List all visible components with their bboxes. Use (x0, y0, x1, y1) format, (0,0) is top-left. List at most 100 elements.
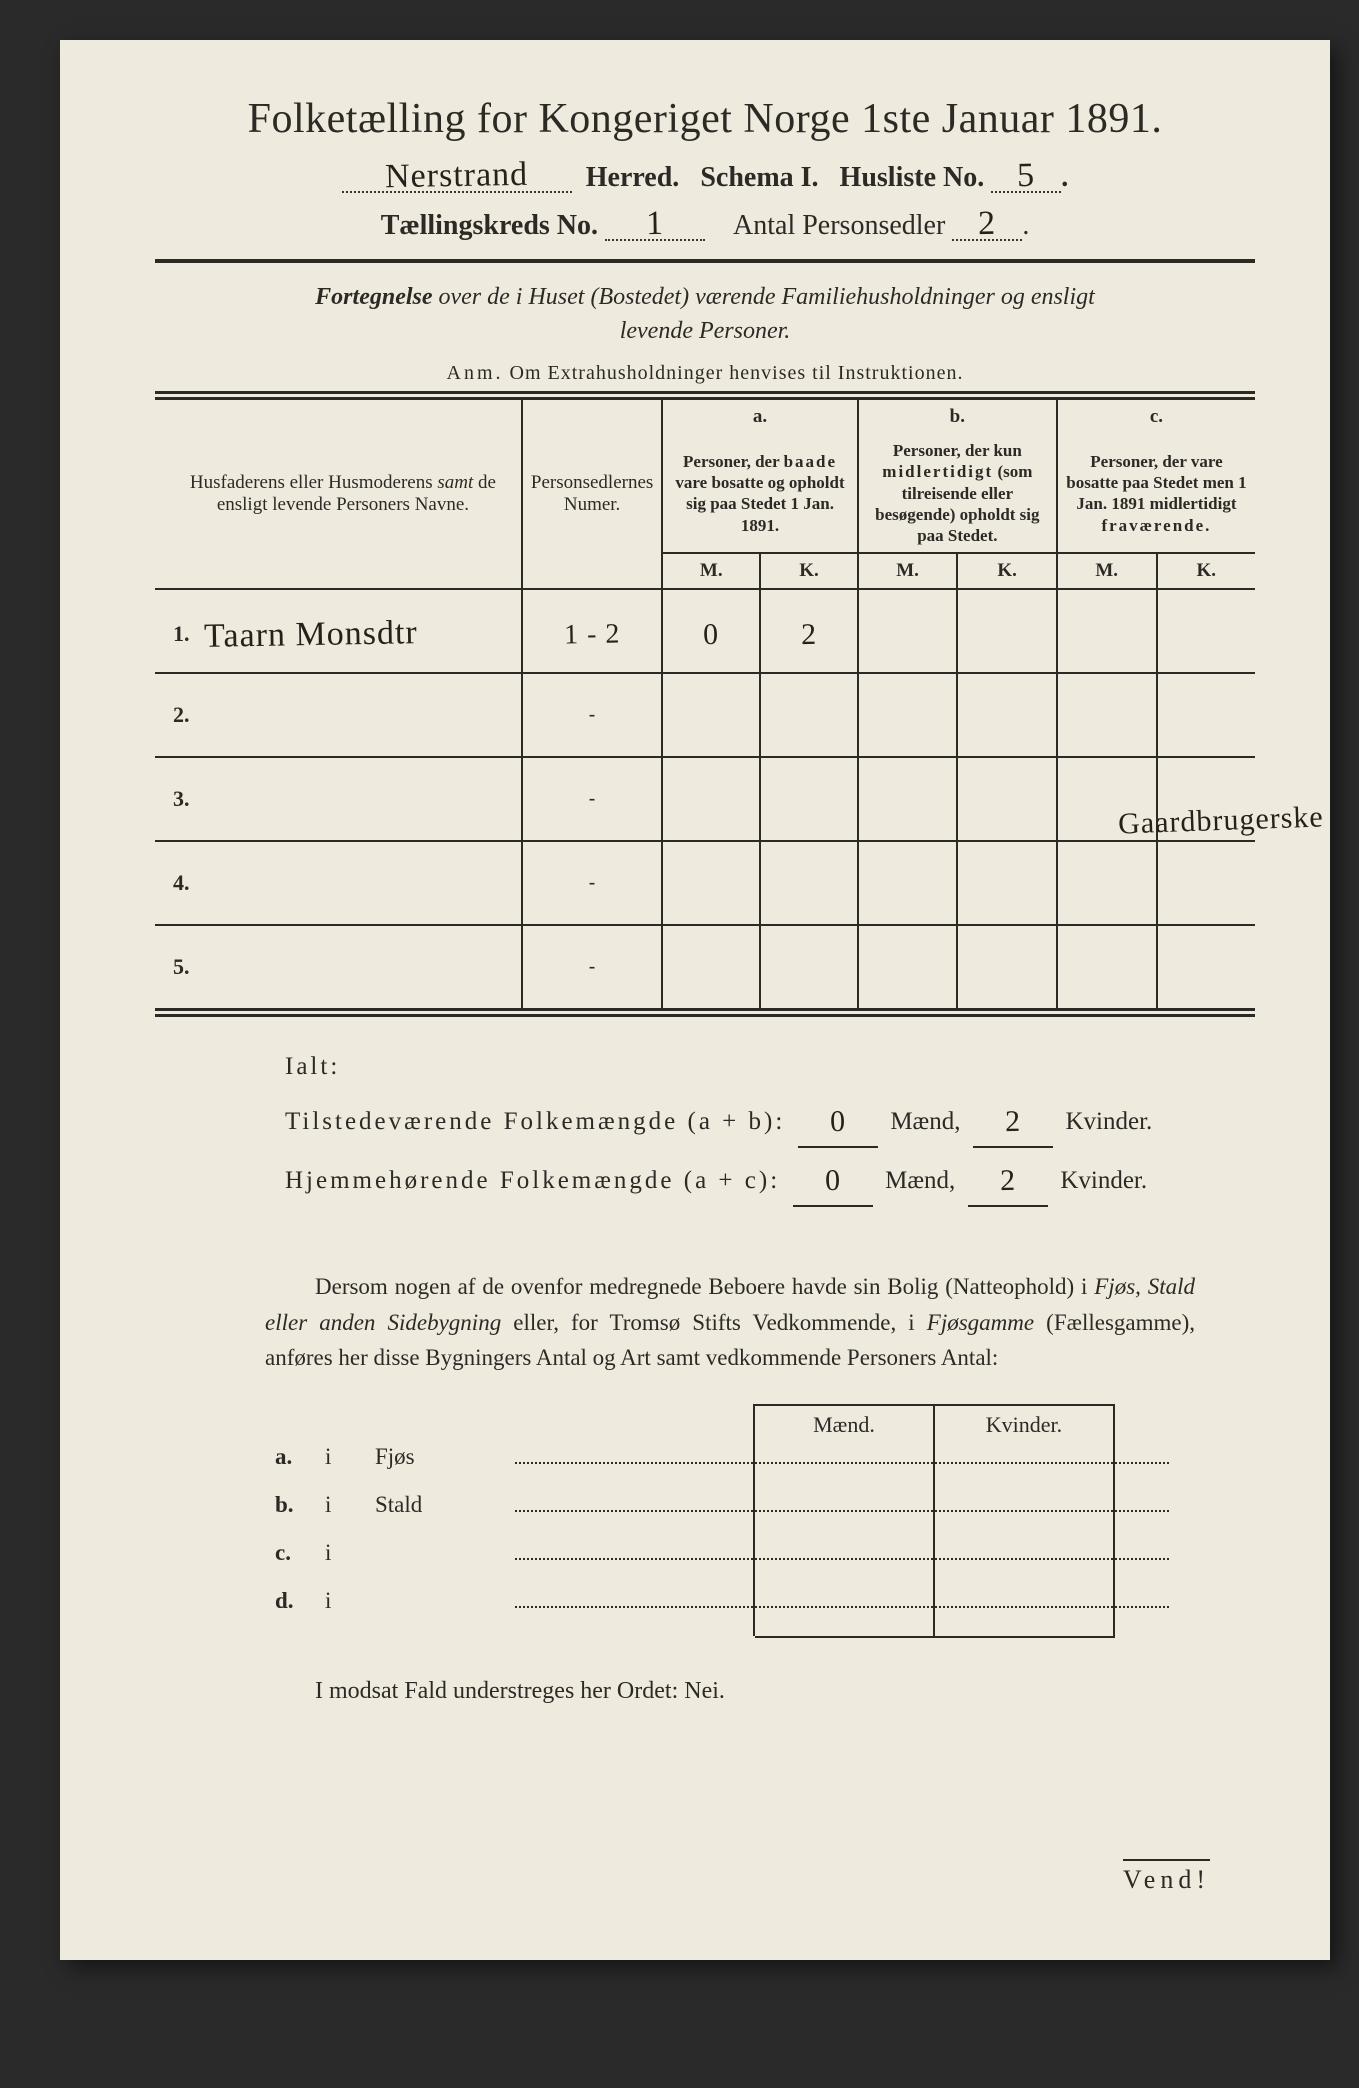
row-name-cell: 4. (155, 841, 522, 925)
marginal-note-text: Gaardbrugerske (1118, 800, 1325, 841)
row-num-cell: - (522, 841, 662, 925)
table-row: 4. - (155, 841, 1255, 925)
row-num-cell: - (522, 757, 662, 841)
row-bK (957, 925, 1056, 1008)
row-number: 1. (173, 621, 200, 646)
subhead-prefix: Fortegnelse (315, 284, 432, 310)
hjemme-k: 2 (999, 1152, 1016, 1209)
side-bottom-rule (755, 1636, 1115, 1638)
table-row: 3. - (155, 757, 1255, 841)
double-rule-top (155, 391, 1255, 400)
row-aM (662, 841, 760, 925)
maend-label-2: Mænd, (885, 1167, 955, 1194)
antal-label: Antal Personsedler (733, 210, 945, 241)
header-line-1: Nerstrand Herred. Schema I. Husliste No.… (155, 157, 1255, 197)
col-a-m: M. (662, 553, 760, 589)
schema-label: Schema I. (700, 162, 818, 193)
row-cK (1157, 841, 1255, 925)
marginal-note: Gaardbrugerske (1118, 798, 1324, 836)
kreds-value: 1 (646, 205, 665, 243)
row-num-cell: 1 - 2 (522, 589, 662, 673)
antal-value: 2 (978, 205, 997, 243)
subhead-line2: levende Personer. (620, 318, 791, 344)
row-name-cell: 1. Taarn Monsdtr (155, 589, 522, 673)
col-c-m: M. (1057, 553, 1157, 589)
totals-block: Ialt: Tilstedeværende Folkemængde (a + b… (285, 1043, 1195, 1209)
row-cM (1057, 925, 1157, 1008)
side-row-label: Stald (375, 1492, 515, 1518)
side-row-label: Fjøs (375, 1444, 515, 1470)
row-bM (858, 673, 958, 757)
row-bM (858, 841, 958, 925)
row-cK (1157, 673, 1255, 757)
row-bK (957, 841, 1056, 925)
census-form-page: Folketælling for Kongeriget Norge 1ste J… (60, 40, 1330, 1960)
para-i2: Fjøsgamme (927, 1310, 1034, 1335)
row-cM (1057, 841, 1157, 925)
row-number: 3. (173, 786, 200, 811)
kvinder-label: Kvinder. (1065, 1108, 1152, 1135)
para-t1: Dersom nogen af de ovenfor medregnede Be… (315, 1274, 1094, 1299)
row-name-cell: 3. (155, 757, 522, 841)
row-cM (1057, 589, 1157, 673)
row-aM: 0 (662, 589, 760, 673)
anm-label: Anm. (447, 362, 504, 384)
col-b-tag: b. (858, 400, 1057, 434)
row-aK (760, 757, 858, 841)
kvinder-label-2: Kvinder. (1060, 1167, 1147, 1194)
maend-label: Mænd, (890, 1108, 960, 1135)
row-bM (858, 925, 958, 1008)
anm-text: Om Extrahusholdninger henvises til Instr… (504, 362, 964, 384)
row-cK (1157, 925, 1255, 1008)
body-paragraph: Dersom nogen af de ovenfor medregnede Be… (265, 1269, 1195, 1376)
ialt-label: Ialt: (285, 1043, 1195, 1091)
row-num-cell: - (522, 673, 662, 757)
tilstede-m: 0 (829, 1093, 846, 1150)
row-cM (1057, 673, 1157, 757)
row-bK (957, 673, 1056, 757)
tilstede-label: Tilstedeværende Folkemængde (a + b): (285, 1108, 785, 1135)
hjemme-line: Hjemmehørende Folkemængde (a + c): 0 Mæn… (285, 1150, 1195, 1209)
husliste-value: 5 (1017, 157, 1036, 195)
row-aM (662, 673, 760, 757)
row-name-cell: 5. (155, 925, 522, 1008)
col-c-desc: Personer, der vare bosatte paa Stedet me… (1057, 434, 1255, 553)
side-row-i: i (325, 1492, 375, 1518)
hjemme-label: Hjemmehørende Folkemængde (a + c): (285, 1167, 780, 1194)
rule-1 (155, 259, 1255, 263)
row-cK (1157, 589, 1255, 673)
subheading: Fortegnelse over de i Huset (Bostedet) v… (185, 281, 1225, 348)
row-aK (760, 925, 858, 1008)
herred-label: Herred. (586, 162, 680, 193)
side-kvinder: Kvinder. (935, 1406, 1115, 1444)
col-name-header: Husfaderens eller Husmoderens samt de en… (155, 400, 522, 589)
row-bM (858, 589, 958, 673)
row-aK: 2 (760, 589, 858, 673)
table-row: 2. - (155, 673, 1255, 757)
col-a-desc: Personer, der baade vare bosatte og opho… (662, 434, 857, 553)
col-num-header: Personsedlernes Numer. (522, 400, 662, 589)
col-b-k: K. (957, 553, 1056, 589)
col-a-tag: a. (662, 400, 857, 434)
row-aK (760, 673, 858, 757)
kreds-label: Tællingskreds No. (381, 210, 598, 241)
nei-line: I modsat Fald understreges her Ordet: Ne… (315, 1678, 1255, 1705)
row-aM (662, 925, 760, 1008)
row-bK (957, 757, 1056, 841)
side-row-tag: d. (275, 1588, 325, 1614)
side-table-header: Mænd. Kvinder. (753, 1404, 1115, 1444)
side-maend: Mænd. (755, 1406, 935, 1444)
herred-value: Nerstrand (385, 156, 529, 196)
row-num-cell: - (522, 925, 662, 1008)
row-aM (662, 757, 760, 841)
hjemme-m: 0 (824, 1152, 841, 1209)
side-table: Mænd. Kvinder. a.iFjøsb.iStaldc.id.i (275, 1404, 1175, 1638)
side-row-tag: b. (275, 1492, 325, 1518)
para-t2: eller, for Tromsø Stifts Vedkommende, i (501, 1310, 927, 1335)
side-row-tag: a. (275, 1444, 325, 1470)
main-table: Husfaderens eller Husmoderens samt de en… (155, 400, 1255, 1008)
subhead-rest: over de i Huset (Bostedet) værende Famil… (433, 284, 1095, 310)
tilstede-line: Tilstedeværende Folkemængde (a + b): 0 M… (285, 1091, 1195, 1150)
page-title: Folketælling for Kongeriget Norge 1ste J… (155, 95, 1255, 143)
double-rule-bottom (155, 1008, 1255, 1017)
